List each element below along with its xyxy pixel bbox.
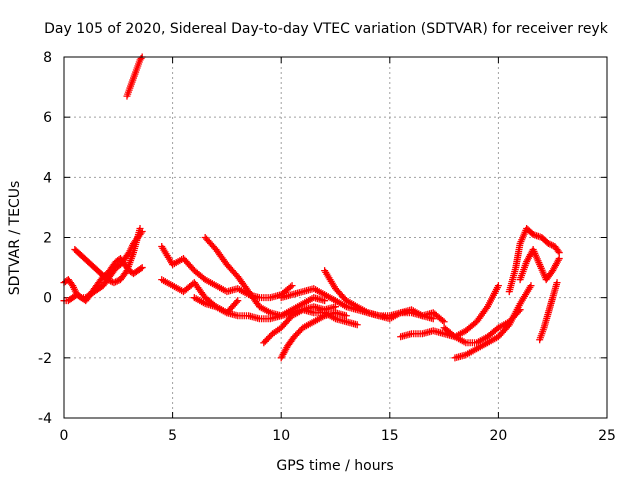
plot-frame (63, 56, 608, 419)
data-point (107, 277, 115, 285)
data-point (494, 282, 502, 290)
data-point (555, 255, 563, 263)
x-tick-label: 20 (489, 428, 507, 444)
y-tick-label: -4 (38, 411, 52, 427)
chart-title: Day 105 of 2020, Sidereal Day-to-day VTE… (44, 21, 609, 37)
data-point (527, 282, 535, 290)
series-late-e (516, 246, 563, 284)
data-point (429, 315, 437, 323)
y-tick-label: -2 (38, 351, 52, 367)
y-axis-label: SDTVAR / TECUs (7, 181, 23, 296)
x-tick-label: 5 (168, 428, 177, 444)
data-point (232, 298, 240, 306)
x-tick-label: 25 (598, 428, 616, 444)
data-point (137, 265, 145, 273)
data-point (113, 277, 121, 285)
data-point (103, 276, 111, 284)
data-point (137, 55, 145, 63)
data-point (546, 240, 554, 248)
y-tick-label: 8 (43, 50, 52, 66)
x-tick-label: 15 (381, 428, 399, 444)
data-point (353, 321, 361, 329)
data-point (548, 241, 556, 249)
data-point (440, 318, 448, 326)
axis-ticks: 0 5 10 15 20 25 -4 -2 0 2 4 6 8 (38, 50, 616, 444)
series-mid-e (321, 267, 448, 326)
data-point (555, 249, 563, 257)
data-point (234, 297, 242, 305)
data-point (482, 304, 490, 312)
x-tick-label: 0 (60, 428, 69, 444)
series-outlier-high (123, 53, 146, 100)
series-mid-d (190, 294, 339, 323)
data-point (105, 276, 113, 284)
series-early-c (71, 224, 144, 287)
series-late-c (451, 282, 535, 362)
series-mid-c (201, 234, 329, 320)
data-point (332, 303, 339, 311)
data-point (138, 264, 146, 272)
data-point (122, 268, 130, 276)
series-late-d (505, 224, 563, 296)
y-tick-label: 0 (43, 291, 52, 307)
data-point (110, 279, 118, 287)
x-tick-label: 10 (272, 428, 290, 444)
y-tick-label: 4 (43, 170, 52, 186)
data-point (321, 297, 329, 305)
data-point (544, 240, 552, 248)
series-mid-a (158, 243, 296, 302)
data-point (342, 312, 350, 320)
data-points (60, 53, 563, 362)
data-point (112, 278, 120, 286)
data-point (439, 316, 447, 324)
series-low-b (277, 309, 350, 362)
data-point (76, 293, 84, 301)
x-axis-label: GPS time / hours (276, 458, 393, 474)
y-tick-label: 6 (43, 110, 52, 126)
data-point (136, 224, 144, 232)
data-point (553, 279, 561, 287)
data-point (288, 282, 296, 290)
series-late-f (536, 279, 561, 344)
data-point (554, 247, 562, 255)
data-point (287, 283, 295, 291)
y-tick-label: 2 (43, 231, 52, 247)
